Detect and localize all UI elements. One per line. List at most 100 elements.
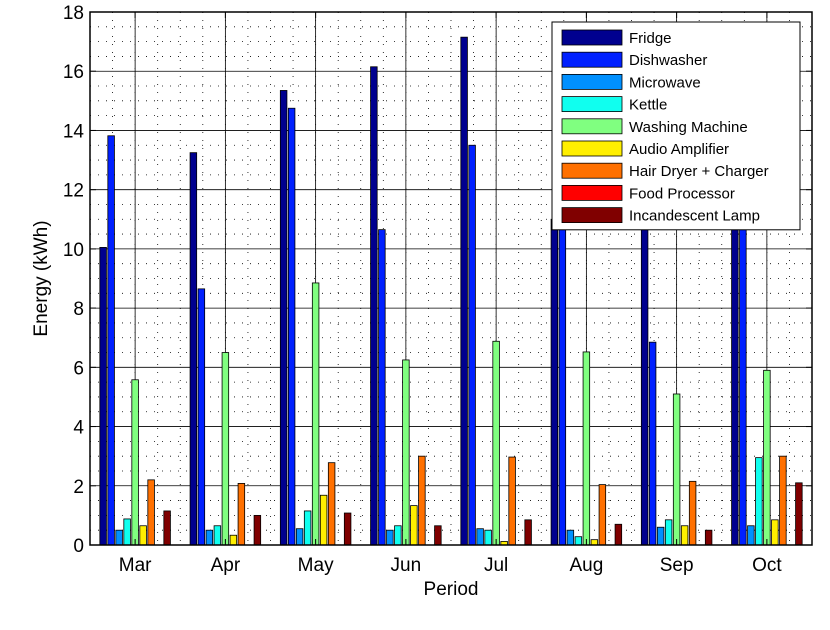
bar-microwave-mar <box>115 529 123 546</box>
legend-swatch <box>561 207 623 224</box>
legend-swatch <box>561 184 623 201</box>
bar-hair-dryer-charger-jul <box>508 456 516 546</box>
bars <box>99 36 803 546</box>
legend-swatch <box>561 118 623 135</box>
bar-incandescent-lamp-aug <box>614 523 623 546</box>
y-tick-label: 8 <box>73 299 84 320</box>
bar-fridge-aug <box>550 218 559 546</box>
legend-label: Audio Amplifier <box>629 141 729 158</box>
bar-washing-machine-jun <box>402 359 410 546</box>
legend-label: Incandescent Lamp <box>629 208 760 225</box>
bar-fridge-sep <box>640 218 649 546</box>
bar-microwave-sep <box>656 526 665 546</box>
bar-dishwasher-may <box>287 107 296 546</box>
legend-swatch <box>561 29 623 46</box>
legend: Fridge Dishwasher Microwave Kettle Washing M… <box>551 21 801 231</box>
x-tick-label: Aug <box>569 555 603 576</box>
x-tick-label: Jul <box>484 555 508 576</box>
bar-incandescent-lamp-oct <box>795 482 803 546</box>
bar-kettle-sep <box>664 519 673 546</box>
legend-label: Food Processor <box>629 185 735 202</box>
bar-incandescent-lamp-jul <box>524 519 532 546</box>
bar-washing-machine-apr <box>221 352 230 546</box>
bar-hair-dryer-charger-jun <box>418 455 426 546</box>
y-tick-label: 12 <box>63 181 84 202</box>
bar-dishwasher-sep <box>648 341 657 546</box>
y-tick-label: 10 <box>63 240 84 261</box>
bar-fridge-apr <box>189 152 198 546</box>
ticks: 0 2 4 6 8 10 12 14 16 18 Mar Apr May Jun Jul Aug Sep Oct <box>63 3 812 576</box>
bar-incandescent-lamp-jun <box>434 525 442 546</box>
bar-kettle-jun <box>394 525 402 546</box>
bar-hair-dryer-charger-apr <box>237 483 246 546</box>
bar-incandescent-lamp-sep <box>704 529 713 546</box>
legend-label: Dishwasher <box>629 52 707 69</box>
bar-microwave-aug <box>566 529 575 546</box>
legend-label: Microwave <box>629 74 701 91</box>
bar-microwave-oct <box>747 525 755 546</box>
legend-label: Kettle <box>629 97 667 114</box>
bar-microwave-apr <box>205 529 214 546</box>
bar-hair-dryer-charger-mar <box>147 479 155 546</box>
bar-fridge-mar <box>99 247 107 546</box>
bar-dishwasher-jun <box>378 229 386 546</box>
legend-swatch <box>561 74 623 90</box>
legend-swatch <box>561 51 623 68</box>
x-tick-label: Oct <box>752 555 782 576</box>
bar-fridge-may <box>279 90 288 546</box>
bar-fridge-jul <box>460 36 468 546</box>
bar-washing-machine-oct <box>763 369 771 546</box>
legend-swatch <box>561 140 623 157</box>
y-tick-label: 18 <box>63 3 84 24</box>
bar-incandescent-lamp-mar <box>163 510 171 546</box>
x-tick-label: Jun <box>391 555 422 576</box>
bar-audio-amplifier-mar <box>139 525 147 546</box>
bar-incandescent-lamp-apr <box>253 514 262 546</box>
y-tick-label: 6 <box>73 358 84 379</box>
bar-washing-machine-aug <box>582 351 591 546</box>
bar-kettle-oct <box>755 457 763 546</box>
bar-dishwasher-mar <box>107 135 115 546</box>
bar-audio-amplifier-jun <box>410 505 418 546</box>
bar-microwave-jun <box>386 529 394 546</box>
y-tick-label: 0 <box>73 536 84 557</box>
plot-frame <box>89 11 813 546</box>
bar-kettle-apr <box>213 525 222 546</box>
bar-audio-amplifier-sep <box>680 525 689 546</box>
bar-fridge-oct <box>731 218 739 546</box>
bar-washing-machine-may <box>311 282 320 546</box>
bar-audio-amplifier-may <box>319 494 328 546</box>
y-tick-label: 14 <box>63 121 85 142</box>
bar-audio-amplifier-oct <box>771 519 779 546</box>
x-tick-label: May <box>298 555 334 576</box>
bar-microwave-jul <box>476 528 484 546</box>
legend-swatch <box>561 96 623 112</box>
bar-kettle-aug <box>574 536 583 546</box>
bar-kettle-may <box>303 510 312 546</box>
y-axis-title: Energy (kWh) <box>31 220 52 336</box>
bar-audio-amplifier-aug <box>590 539 599 546</box>
bar-dishwasher-oct <box>739 221 747 546</box>
bar-hair-dryer-charger-sep <box>688 480 697 546</box>
bar-dishwasher-jul <box>468 144 476 546</box>
x-axis-title: Period <box>424 579 479 600</box>
legend-label: Fridge <box>629 30 672 47</box>
y-tick-label: 4 <box>73 418 84 439</box>
bar-hair-dryer-charger-oct <box>779 455 787 546</box>
legend-swatch <box>561 162 623 179</box>
bar-microwave-may <box>295 528 304 546</box>
bar-hair-dryer-charger-aug <box>598 484 607 546</box>
bar-audio-amplifier-apr <box>229 534 238 546</box>
bar-kettle-jul <box>484 529 492 546</box>
y-tick-label: 16 <box>63 62 84 83</box>
bar-hair-dryer-charger-may <box>327 462 336 546</box>
bar-dishwasher-apr <box>197 288 206 546</box>
bar-fridge-jun <box>370 66 378 546</box>
x-tick-label: Apr <box>211 555 241 576</box>
x-tick-label: Mar <box>119 555 152 576</box>
legend-label: Washing Machine <box>629 119 748 136</box>
x-tick-label: Sep <box>660 555 694 576</box>
legend-label: Hair Dryer + Charger <box>629 163 769 180</box>
